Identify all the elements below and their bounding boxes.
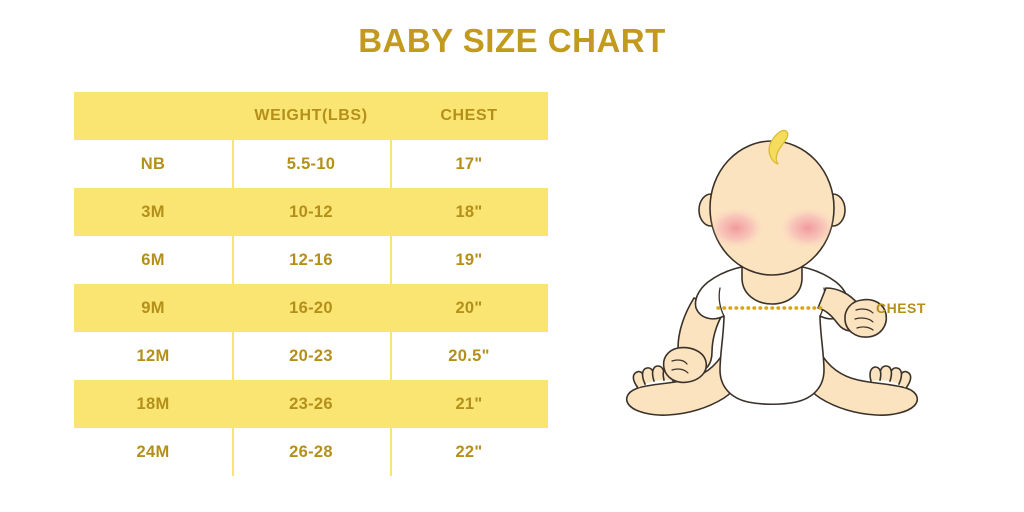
baby-head bbox=[709, 140, 835, 276]
cell-weight: 12-16 bbox=[232, 236, 390, 284]
table-row: 18M 23-26 21" bbox=[74, 380, 548, 428]
cell-size: 18M bbox=[74, 380, 232, 428]
table-row: NB 5.5-10 17" bbox=[74, 140, 548, 188]
cell-chest: 17" bbox=[390, 140, 548, 188]
cell-weight: 23-26 bbox=[232, 380, 390, 428]
column-header-weight: WEIGHT(LBS) bbox=[232, 92, 390, 140]
baby-illustration bbox=[612, 118, 932, 428]
table-header: WEIGHT(LBS) CHEST bbox=[74, 92, 548, 140]
table-row: 24M 26-28 22" bbox=[74, 428, 548, 476]
page-title: BABY SIZE CHART bbox=[358, 22, 666, 59]
chest-label: CHEST bbox=[876, 300, 926, 316]
table-row: 6M 12-16 19" bbox=[74, 236, 548, 284]
table-row: 3M 10-12 18" bbox=[74, 188, 548, 236]
cell-size: 6M bbox=[74, 236, 232, 284]
cell-size: 12M bbox=[74, 332, 232, 380]
cell-chest: 22" bbox=[390, 428, 548, 476]
cell-chest: 18" bbox=[390, 188, 548, 236]
cell-weight: 20-23 bbox=[232, 332, 390, 380]
baby-right-leg bbox=[797, 351, 919, 416]
size-chart-table: WEIGHT(LBS) CHEST NB 5.5-10 17" 3M 10-12 18" 6… bbox=[74, 92, 548, 476]
cell-size: 3M bbox=[74, 188, 232, 236]
cell-weight: 16-20 bbox=[232, 284, 390, 332]
table-row: 12M 20-23 20.5" bbox=[74, 332, 548, 380]
cell-chest: 19" bbox=[390, 236, 548, 284]
cell-weight: 26-28 bbox=[232, 428, 390, 476]
table-row: 9M 16-20 20" bbox=[74, 284, 548, 332]
baby-right-arm bbox=[817, 287, 888, 338]
baby-hair-curl bbox=[768, 129, 789, 165]
table-body: NB 5.5-10 17" 3M 10-12 18" 6M 12-16 19" 9M 16-20 20… bbox=[74, 140, 548, 476]
cell-size: 9M bbox=[74, 284, 232, 332]
cell-weight: 5.5-10 bbox=[232, 140, 390, 188]
column-header-chest: CHEST bbox=[390, 92, 548, 140]
cell-chest: 20" bbox=[390, 284, 548, 332]
cell-weight: 10-12 bbox=[232, 188, 390, 236]
table-header-row: WEIGHT(LBS) CHEST bbox=[74, 92, 548, 140]
cell-chest: 21" bbox=[390, 380, 548, 428]
cell-size: 24M bbox=[74, 428, 232, 476]
cell-size: NB bbox=[74, 140, 232, 188]
cell-chest: 20.5" bbox=[390, 332, 548, 380]
column-header-size bbox=[74, 92, 232, 140]
